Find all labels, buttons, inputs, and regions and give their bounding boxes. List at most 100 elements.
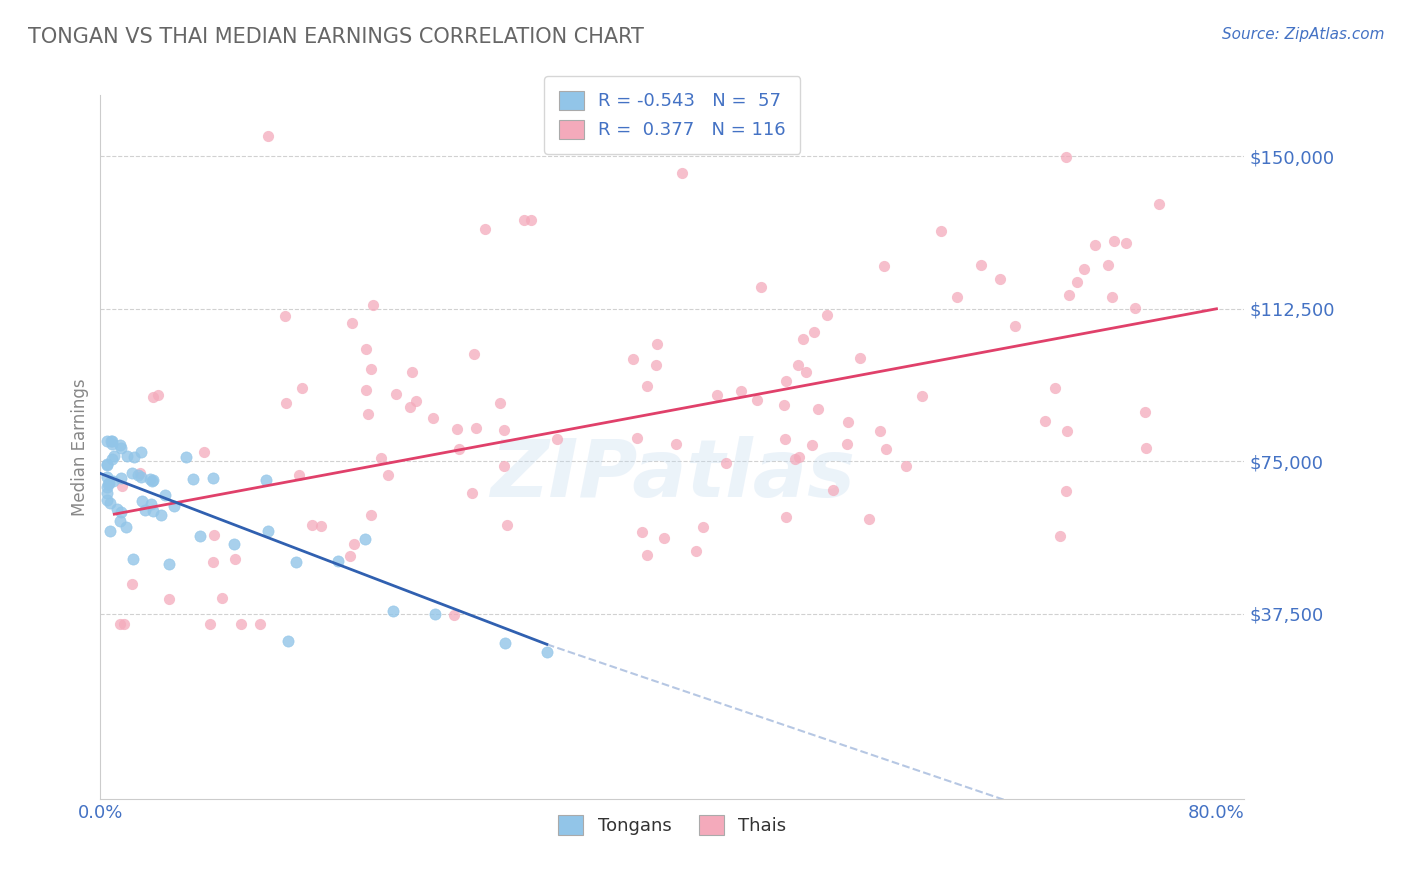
Point bbox=[110, 505, 132, 519]
Point bbox=[837, 415, 859, 429]
Point bbox=[815, 308, 838, 322]
Point bbox=[513, 212, 536, 227]
Point bbox=[174, 450, 197, 464]
Point bbox=[274, 310, 297, 324]
Point bbox=[254, 473, 277, 487]
Legend: Tongans, Thais: Tongans, Thais bbox=[551, 808, 794, 843]
Point bbox=[249, 617, 271, 632]
Point bbox=[869, 425, 891, 439]
Point bbox=[157, 558, 180, 572]
Point bbox=[1004, 319, 1026, 334]
Point bbox=[141, 474, 163, 488]
Point bbox=[96, 486, 118, 500]
Point bbox=[911, 389, 934, 403]
Point bbox=[98, 496, 121, 510]
Point bbox=[730, 384, 752, 398]
Point bbox=[449, 442, 471, 456]
Point bbox=[153, 488, 176, 502]
Point bbox=[193, 445, 215, 459]
Point bbox=[773, 432, 796, 446]
Point bbox=[807, 401, 830, 416]
Point bbox=[343, 536, 366, 550]
Point bbox=[149, 508, 172, 522]
Point bbox=[326, 554, 349, 568]
Point bbox=[354, 342, 377, 356]
Point bbox=[792, 332, 814, 346]
Point bbox=[1066, 276, 1088, 290]
Point bbox=[96, 492, 118, 507]
Point bbox=[139, 472, 162, 486]
Point bbox=[100, 434, 122, 448]
Point bbox=[988, 272, 1011, 286]
Point bbox=[636, 548, 658, 562]
Point bbox=[636, 379, 658, 393]
Point bbox=[1056, 424, 1078, 438]
Point bbox=[929, 224, 952, 238]
Point bbox=[340, 316, 363, 330]
Point bbox=[1084, 237, 1107, 252]
Point bbox=[98, 524, 121, 539]
Point bbox=[692, 519, 714, 533]
Text: TONGAN VS THAI MEDIAN EARNINGS CORRELATION CHART: TONGAN VS THAI MEDIAN EARNINGS CORRELATI… bbox=[28, 27, 644, 46]
Point bbox=[749, 279, 772, 293]
Point bbox=[1133, 405, 1156, 419]
Point bbox=[108, 438, 131, 452]
Point bbox=[311, 518, 333, 533]
Point bbox=[108, 514, 131, 528]
Point bbox=[654, 531, 676, 545]
Point bbox=[495, 518, 517, 533]
Point bbox=[377, 467, 399, 482]
Point bbox=[835, 437, 858, 451]
Point bbox=[141, 497, 163, 511]
Text: Source: ZipAtlas.com: Source: ZipAtlas.com bbox=[1222, 27, 1385, 42]
Point bbox=[181, 472, 204, 486]
Point bbox=[1123, 301, 1146, 316]
Point bbox=[405, 393, 427, 408]
Point bbox=[224, 552, 246, 566]
Point bbox=[361, 298, 384, 312]
Point bbox=[274, 396, 297, 410]
Point bbox=[114, 520, 136, 534]
Point bbox=[105, 502, 128, 516]
Point bbox=[794, 365, 817, 379]
Point bbox=[546, 432, 568, 446]
Point bbox=[211, 591, 233, 606]
Point bbox=[494, 635, 516, 649]
Point bbox=[103, 449, 125, 463]
Point bbox=[146, 388, 169, 402]
Point bbox=[536, 645, 558, 659]
Point bbox=[231, 617, 253, 632]
Point bbox=[301, 518, 323, 533]
Point bbox=[875, 442, 897, 456]
Point bbox=[970, 258, 993, 272]
Point bbox=[848, 351, 870, 365]
Point bbox=[97, 476, 120, 491]
Point bbox=[1054, 484, 1077, 499]
Point bbox=[277, 634, 299, 648]
Text: ZIPatlas: ZIPatlas bbox=[489, 436, 855, 514]
Point bbox=[284, 555, 307, 569]
Point bbox=[354, 533, 377, 547]
Point bbox=[520, 212, 543, 227]
Point bbox=[257, 524, 280, 539]
Y-axis label: Median Earnings: Median Earnings bbox=[72, 378, 89, 516]
Point bbox=[775, 510, 797, 524]
Point bbox=[465, 421, 488, 435]
Point bbox=[101, 474, 124, 488]
Point bbox=[626, 431, 648, 445]
Point bbox=[157, 592, 180, 607]
Point bbox=[714, 457, 737, 471]
Point bbox=[463, 347, 485, 361]
Point bbox=[163, 499, 186, 513]
Point bbox=[474, 222, 496, 236]
Point bbox=[494, 458, 516, 473]
Point bbox=[142, 504, 165, 518]
Point bbox=[291, 381, 314, 395]
Point bbox=[1043, 381, 1066, 395]
Point bbox=[422, 411, 444, 425]
Point bbox=[1073, 262, 1095, 277]
Point bbox=[1054, 150, 1077, 164]
Point bbox=[110, 441, 132, 455]
Point bbox=[115, 450, 138, 464]
Point bbox=[783, 452, 806, 467]
